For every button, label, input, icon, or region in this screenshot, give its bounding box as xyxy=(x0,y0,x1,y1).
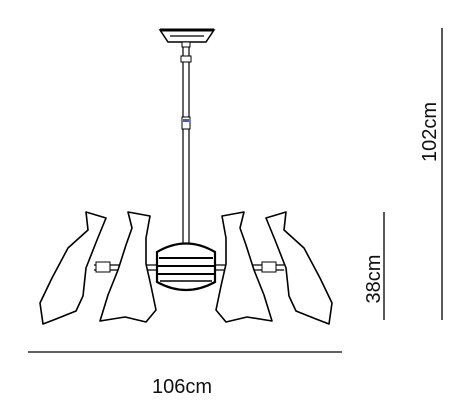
rod-connector xyxy=(181,116,191,130)
lamp-shade-4 xyxy=(265,211,333,325)
shade-height-label: 38cm xyxy=(363,255,385,304)
lamp-shade-1 xyxy=(39,211,107,325)
ceiling-canopy xyxy=(158,28,216,48)
central-hub xyxy=(155,242,217,292)
suspension-rod xyxy=(180,47,192,245)
overall-height-label: 102cm xyxy=(419,102,441,162)
lamp-shade-2 xyxy=(99,211,157,323)
overall-width-label: 106cm xyxy=(152,376,212,398)
lamp-shade-3 xyxy=(215,211,273,323)
